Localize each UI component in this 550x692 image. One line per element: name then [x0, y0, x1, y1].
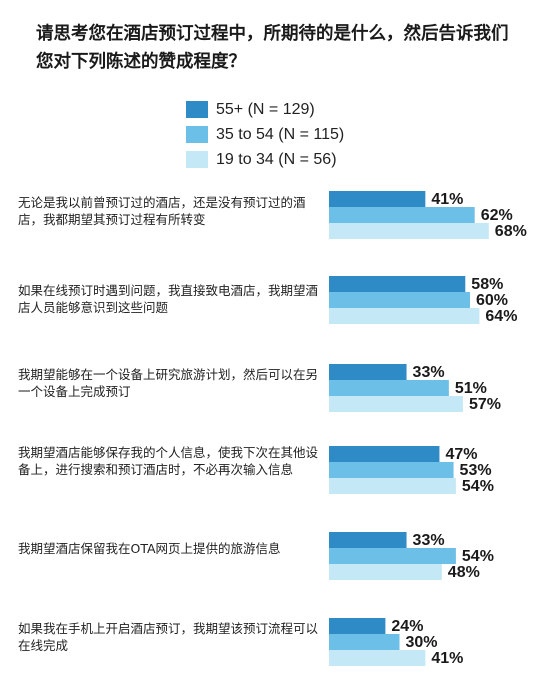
bar-35-54-cat1	[329, 207, 475, 223]
value-label-35-54-cat6: 30%	[406, 634, 438, 651]
bar-55plus-cat1	[329, 191, 426, 207]
bar-19-34-cat5	[329, 564, 442, 580]
chart-title: 请思考您在酒店预订过程中，所期待的是什么，然后告诉我们您对下列陈述的赞成程度？	[36, 24, 509, 72]
value-label-55plus-cat4: 47%	[445, 446, 477, 463]
bar-55plus-cat2	[329, 276, 466, 292]
category-label-6: 如果我在手机上开启酒店预订，我期望该预订流程可以在线完成	[18, 621, 319, 653]
category-label-3: 我期望能够在一个设备上研究旅游计划，然后可以在另一个设备上完成预订	[18, 367, 319, 399]
category-label-2: 如果在线预订时遇到问题，我直接致电酒店，我期望酒店人员能够意识到这些问题	[18, 283, 319, 315]
category-label-1: 无论是我以前曾预订过的酒店，还是没有预订过的酒店，我都期望其预订过程有所转变	[18, 195, 306, 227]
value-label-19-34-cat6: 41%	[431, 650, 463, 667]
value-label-19-34-cat1: 68%	[495, 223, 527, 240]
legend: 55+ (N = 129) 35 to 54 (N = 115) 19 to 3…	[186, 97, 344, 172]
legend-label-55plus: 55+ (N = 129)	[216, 100, 315, 118]
bar-55plus-cat5	[329, 532, 407, 548]
category-label-5: 我期望酒店保留我在OTA网页上提供的旅游信息	[18, 541, 281, 556]
legend-item-19-34: 19 to 34 (N = 56)	[186, 147, 344, 172]
value-label-19-34-cat2: 64%	[485, 308, 517, 325]
bar-19-34-cat2	[329, 308, 480, 324]
value-label-19-34-cat4: 54%	[462, 478, 494, 495]
bar-55plus-cat3	[329, 364, 407, 380]
legend-item-35-54: 35 to 54 (N = 115)	[186, 122, 344, 147]
value-label-35-54-cat1: 62%	[481, 207, 513, 224]
legend-label-35-54: 35 to 54 (N = 115)	[216, 125, 345, 143]
legend-swatch-55plus	[186, 101, 208, 118]
legend-item-55plus: 55+ (N = 129)	[186, 97, 344, 122]
value-label-55plus-cat2: 58%	[471, 276, 503, 293]
value-label-35-54-cat2: 60%	[476, 292, 508, 309]
value-label-55plus-cat5: 33%	[413, 532, 445, 549]
value-label-35-54-cat4: 53%	[460, 462, 492, 479]
bar-35-54-cat3	[329, 380, 449, 396]
value-label-55plus-cat3: 33%	[413, 364, 445, 381]
value-label-55plus-cat1: 41%	[431, 191, 463, 208]
bar-35-54-cat5	[329, 548, 456, 564]
bar-19-34-cat6	[329, 650, 426, 666]
legend-swatch-19-34	[186, 151, 208, 168]
legend-label-19-34: 19 to 34 (N = 56)	[216, 150, 337, 168]
value-label-19-34-cat5: 48%	[448, 564, 480, 581]
bar-35-54-cat4	[329, 462, 454, 478]
value-label-35-54-cat5: 54%	[462, 548, 494, 565]
legend-swatch-35-54	[186, 126, 208, 143]
value-label-55plus-cat6: 24%	[391, 618, 423, 635]
bar-35-54-cat6	[329, 634, 400, 650]
bar-35-54-cat2	[329, 292, 470, 308]
bar-19-34-cat3	[329, 396, 463, 412]
bar-55plus-cat4	[329, 446, 440, 462]
bar-19-34-cat4	[329, 478, 456, 494]
value-label-35-54-cat3: 51%	[455, 380, 487, 397]
bar-55plus-cat6	[329, 618, 386, 634]
bar-19-34-cat1	[329, 223, 489, 239]
value-label-19-34-cat3: 57%	[469, 396, 501, 413]
category-label-4: 我期望酒店能够保存我的个人信息，使我下次在其他设备上，进行搜索和预订酒店时，不必…	[18, 445, 319, 477]
